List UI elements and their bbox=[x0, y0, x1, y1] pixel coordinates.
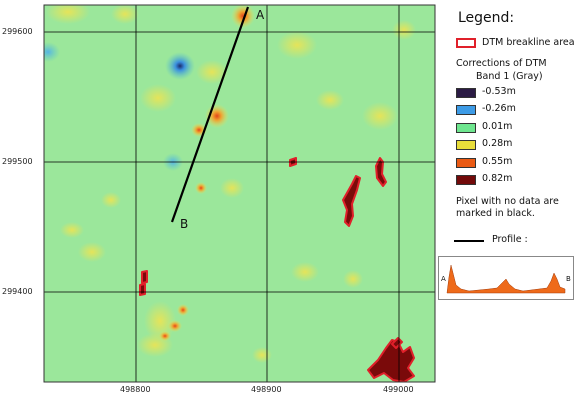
nodata-note: marked in black. bbox=[456, 208, 535, 219]
profile-start-label: A bbox=[256, 8, 265, 22]
inset-start-label: A bbox=[441, 275, 446, 283]
class-swatch bbox=[456, 105, 476, 115]
class-swatch bbox=[456, 123, 476, 133]
class-label: 0.28m bbox=[482, 138, 513, 149]
profile-label: Profile : bbox=[492, 234, 528, 245]
profile-line-swatch bbox=[454, 240, 484, 242]
class-swatch bbox=[456, 158, 476, 168]
x-tick-label: 499000 bbox=[383, 385, 414, 394]
profile-line[interactable] bbox=[170, 6, 250, 223]
x-tick-label: 498900 bbox=[251, 385, 282, 394]
legend-panel: Legend: DTM breakline area Corrections o… bbox=[446, 0, 576, 396]
class-label: 0.01m bbox=[482, 121, 513, 132]
band-label: Band 1 (Gray) bbox=[476, 71, 543, 82]
nodata-note: Pixel with no data are bbox=[456, 196, 559, 207]
yellow-correction-areas bbox=[46, 5, 416, 363]
corrections-title: Corrections of DTM bbox=[456, 58, 547, 69]
class-swatch bbox=[456, 140, 476, 150]
y-tick-label: 299600 bbox=[2, 27, 33, 36]
y-tick-label: 299500 bbox=[2, 157, 33, 166]
class-label: 0.82m bbox=[482, 173, 513, 184]
class-label: -0.53m bbox=[482, 86, 516, 97]
dtm-corrections-map[interactable]: A B bbox=[0, 0, 446, 396]
profile-inset: A B bbox=[438, 256, 574, 300]
class-swatch bbox=[456, 88, 476, 98]
breakline-swatch bbox=[456, 38, 476, 48]
map-frame bbox=[43, 4, 436, 383]
profile-fill bbox=[446, 264, 566, 294]
class-label: -0.26m bbox=[482, 103, 516, 114]
class-swatch bbox=[456, 175, 476, 185]
inset-end-label: B bbox=[566, 275, 571, 283]
profile-chart: A B bbox=[441, 264, 571, 294]
x-tick-label: 498800 bbox=[120, 385, 151, 394]
legend-title: Legend: bbox=[458, 10, 515, 26]
breakline-label: DTM breakline area bbox=[482, 37, 575, 48]
profile-end-label: B bbox=[180, 217, 188, 231]
y-tick-label: 299400 bbox=[2, 287, 33, 296]
class-label: 0.55m bbox=[482, 156, 513, 167]
